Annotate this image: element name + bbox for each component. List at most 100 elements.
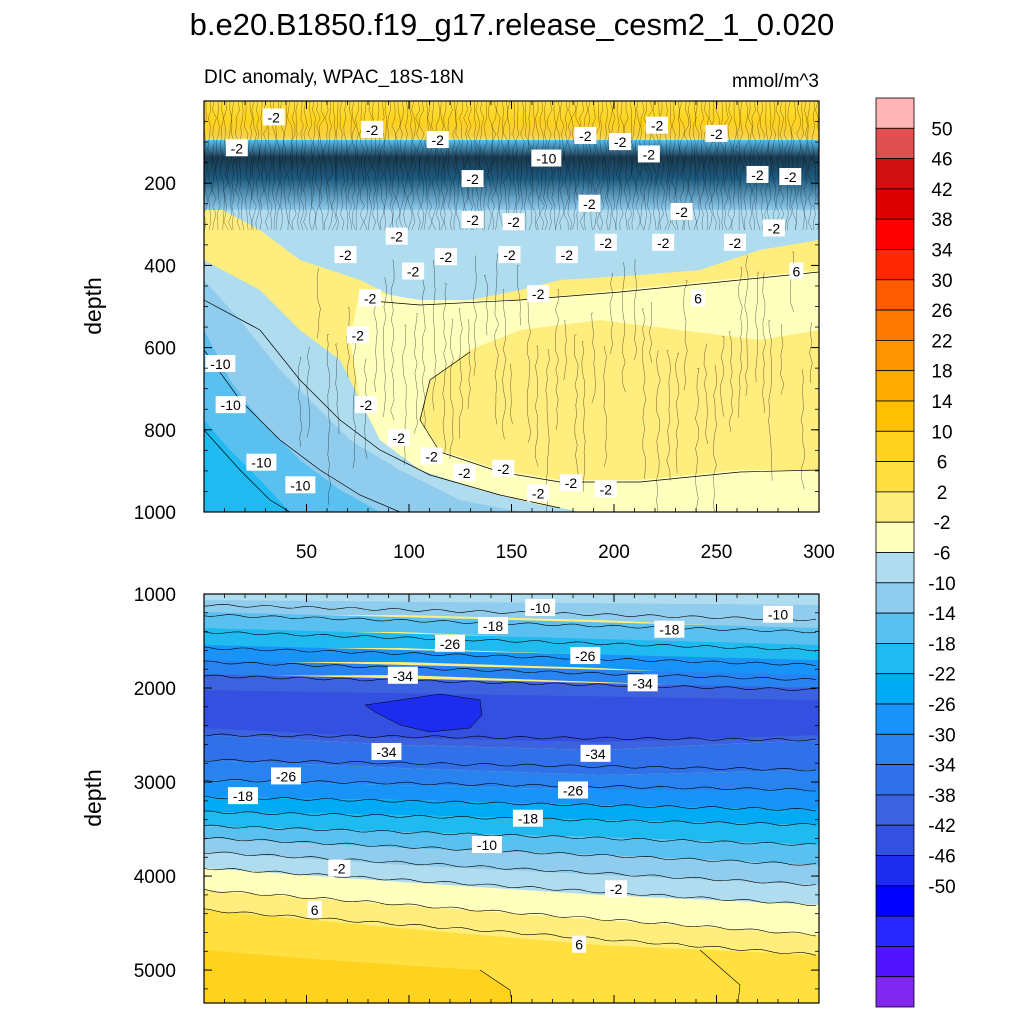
- contour-label: -2: [527, 484, 550, 502]
- colorbar-swatch: [875, 612, 915, 644]
- contour-line: [223, 101, 229, 231]
- contour-line: [567, 101, 572, 231]
- contour-line: [427, 101, 433, 231]
- contour-line: [809, 322, 813, 383]
- colorbar-swatch: [875, 279, 915, 311]
- contour-label: -10: [471, 836, 502, 854]
- contour-label: -2: [779, 168, 802, 186]
- contour-line: [723, 101, 729, 231]
- contour-label-value: -2: [352, 327, 365, 343]
- contour-line: [295, 101, 301, 231]
- contour-line: [699, 949, 741, 1003]
- contour-line: [339, 101, 345, 231]
- contour-line: [355, 101, 361, 231]
- contour-line: [335, 343, 340, 434]
- contour-line: [627, 101, 633, 231]
- contour-label: -34: [371, 742, 402, 760]
- contour-label-value: -2: [231, 140, 244, 156]
- contour-line: [783, 101, 789, 231]
- contour-line: [571, 101, 577, 231]
- contour-line: [735, 101, 741, 231]
- contour-label: -2: [762, 219, 785, 237]
- lower-contour-panel: -10 -10-18 -18-26-26-34 -34-34 -34-26-26-18-…: [80, 585, 820, 1004]
- contour-label: -2: [609, 133, 632, 151]
- contour-label-box: [637, 145, 660, 163]
- contour-line: [708, 101, 713, 231]
- colorbar-label: 30: [931, 271, 952, 292]
- contour-line: [403, 101, 409, 231]
- x-tick-label: 50: [296, 542, 317, 563]
- contour-label-value: 6: [311, 902, 319, 918]
- contour-label: -2: [262, 108, 285, 126]
- contour-line: [335, 101, 340, 231]
- contour-line: [775, 101, 781, 231]
- contour-label: -34: [387, 666, 418, 684]
- colorbar-label: -30: [928, 725, 955, 746]
- contour-line: [423, 101, 429, 231]
- contour-label-box: [646, 116, 669, 134]
- contour-label: -2: [420, 447, 443, 465]
- contour-label: -10: [763, 605, 793, 623]
- contour-line: [631, 101, 637, 231]
- contour-line: [511, 101, 517, 231]
- contour-line: [352, 337, 357, 469]
- contour-label: -2: [574, 126, 597, 144]
- colorbar-label: 22: [931, 331, 952, 352]
- contour-label-box: [580, 744, 611, 762]
- contour-line: [621, 262, 626, 393]
- contour-label-box: [434, 248, 457, 266]
- upper-contour-fills: [204, 101, 819, 512]
- contour-label-value: -2: [425, 449, 438, 465]
- contour-label: -2: [502, 213, 525, 231]
- contour-line: [563, 320, 567, 381]
- contour-line: [359, 271, 819, 306]
- contour-line: [447, 101, 453, 231]
- contour-line: [432, 259, 437, 411]
- contour-line: [204, 908, 817, 956]
- colorbar-swatch: [875, 582, 915, 614]
- contour-line: [607, 101, 613, 231]
- contour-line: [604, 101, 609, 231]
- contour-label: -2: [387, 429, 410, 447]
- contour-line: [204, 631, 817, 652]
- contour-line: [204, 674, 817, 691]
- contour-line: [639, 101, 645, 231]
- contour-line: [319, 101, 325, 230]
- contour-line: [699, 101, 705, 231]
- contour-line: [415, 101, 421, 231]
- contour-label-value: -2: [710, 126, 723, 142]
- y-tick-label: 800: [144, 421, 176, 442]
- contour-line: [204, 660, 817, 681]
- contour-label-box: [594, 233, 617, 251]
- contour-line: [611, 101, 617, 231]
- contour-label-box: [498, 246, 521, 264]
- contour-line: [811, 101, 817, 231]
- contour-line: [502, 289, 507, 440]
- contour-label-box: [453, 463, 476, 481]
- colorbar-label: -2: [934, 513, 951, 534]
- contour-line: [399, 101, 405, 231]
- contour-line: [204, 299, 561, 509]
- colorbar-swatch: [875, 249, 915, 281]
- contour-label-box: [334, 246, 357, 264]
- contour-label-box: [435, 634, 465, 652]
- contour-label: -2: [328, 859, 351, 877]
- contour-label-box: [789, 262, 804, 280]
- contour-line: [800, 368, 805, 490]
- contour-label: -2: [527, 285, 550, 303]
- contour-line: [555, 289, 560, 430]
- contour-label-box: [723, 233, 746, 251]
- contour-label: -34: [627, 674, 658, 692]
- contour-line: [615, 101, 621, 231]
- contour-label: -2: [361, 120, 384, 138]
- contour-label-value: -2: [507, 214, 520, 230]
- x-tick-label: 300: [803, 542, 835, 563]
- contour-label-value: -2: [751, 167, 764, 183]
- contour-line: [648, 302, 653, 363]
- upper-y-axis-label: depth: [80, 277, 106, 335]
- contour-line: [383, 101, 388, 231]
- contour-label: -10: [215, 396, 246, 414]
- colorbar-label: -26: [928, 695, 955, 716]
- lower-contour-labels: -10 -10-18 -18-26-26-34 -34-34 -34-26-26-18-…: [227, 599, 793, 953]
